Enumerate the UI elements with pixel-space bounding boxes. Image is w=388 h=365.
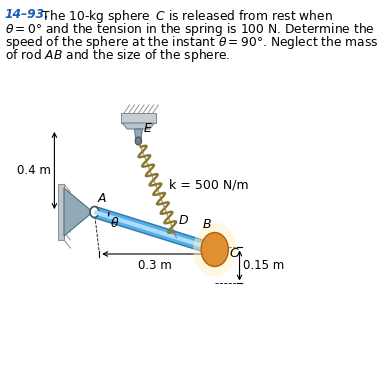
Circle shape	[135, 137, 142, 145]
Text: 14–93.: 14–93.	[5, 8, 50, 21]
Text: E: E	[143, 122, 151, 135]
Text: k = 500 N/m: k = 500 N/m	[168, 179, 248, 192]
Text: 0.4 m: 0.4 m	[17, 164, 51, 177]
Circle shape	[201, 233, 228, 266]
Polygon shape	[57, 184, 64, 240]
Text: 0.3 m: 0.3 m	[139, 259, 172, 272]
Text: B: B	[203, 219, 211, 231]
Polygon shape	[122, 123, 154, 129]
Text: $\theta = 0°$ and the tension in the spring is 100 N. Determine the: $\theta = 0°$ and the tension in the spr…	[5, 21, 374, 38]
Polygon shape	[64, 188, 93, 236]
Text: of rod $AB$ and the size of the sphere.: of rod $AB$ and the size of the sphere.	[5, 47, 230, 64]
Text: 0.15 m: 0.15 m	[243, 259, 284, 272]
Polygon shape	[134, 129, 142, 141]
Text: D: D	[178, 215, 188, 227]
Text: A: A	[98, 192, 106, 205]
Text: The 10-kg sphere  $C$ is released from rest when: The 10-kg sphere $C$ is released from re…	[38, 8, 333, 25]
Circle shape	[90, 207, 99, 218]
Circle shape	[193, 223, 236, 277]
Polygon shape	[121, 113, 156, 123]
Text: speed of the sphere at the instant $\theta = 90°$. Neglect the mass: speed of the sphere at the instant $\the…	[5, 34, 378, 51]
Text: C: C	[229, 247, 238, 260]
Text: $\theta$: $\theta$	[111, 216, 120, 230]
